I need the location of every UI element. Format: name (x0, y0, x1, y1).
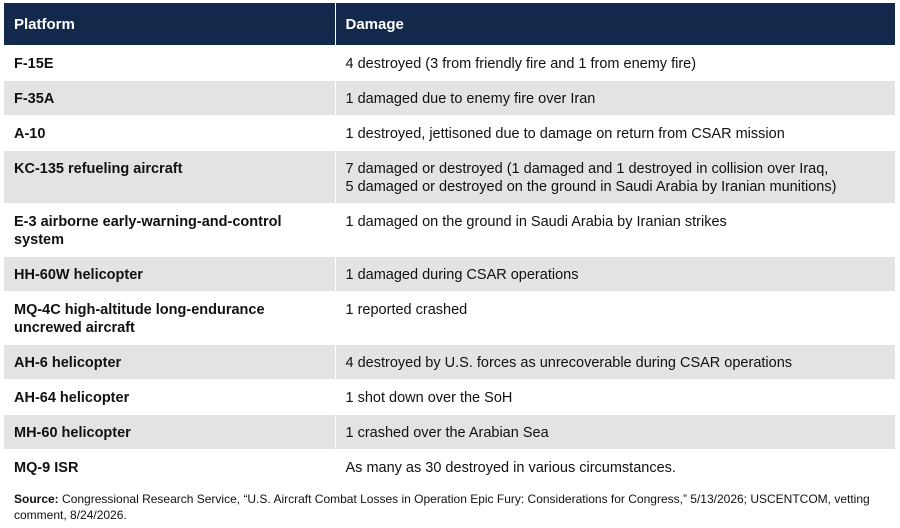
source-text: Congressional Research Service, “U.S. Ai… (14, 492, 870, 522)
table-row: A-10 1 destroyed, jettisoned due to dama… (4, 115, 895, 151)
table-row: F-15E 4 destroyed (3 from friendly fire … (4, 45, 895, 81)
damage-cell: 1 shot down over the SoH (334, 379, 895, 415)
platform-cell: E-3 airborne early-warning-and-control sy… (4, 203, 335, 257)
platform-cell: AH-64 helicopter (4, 379, 335, 415)
damage-cell: 4 destroyed by U.S. forces as unrecovera… (334, 344, 895, 380)
header-damage: Damage (334, 3, 895, 46)
table-row: HH-60W helicopter 1 damaged during CSAR … (4, 256, 895, 292)
table-row: KC-135 refueling aircraft 7 damaged or d… (4, 150, 895, 204)
platform-cell: F-35A (4, 80, 335, 116)
table-row: F-35A 1 damaged due to enemy fire over I… (4, 80, 895, 116)
table-header: Platform Damage (4, 3, 895, 46)
table-row: E-3 airborne early-warning-and-control sy… (4, 203, 895, 257)
platform-cell: MH-60 helicopter (4, 414, 335, 450)
damage-cell: 1 damaged due to enemy fire over Iran (334, 80, 895, 116)
damage-cell: 1 reported crashed (334, 291, 895, 345)
source-label: Source: (14, 492, 59, 506)
platform-cell: KC-135 refueling aircraft (4, 150, 335, 204)
platform-cell: A-10 (4, 115, 335, 151)
damage-cell: 7 damaged or destroyed (1 damaged and 1 … (334, 150, 895, 204)
damage-cell: 1 destroyed, jettisoned due to damage on… (334, 115, 895, 151)
platform-cell: F-15E (4, 45, 335, 81)
table-row: AH-6 helicopter 4 destroyed by U.S. forc… (4, 344, 895, 380)
damage-cell: 1 damaged on the ground in Saudi Arabia … (334, 203, 895, 257)
platform-line: system (14, 232, 64, 248)
damage-cell: 4 destroyed (3 from friendly fire and 1 … (334, 45, 895, 81)
table-row: MQ-4C high-altitude long-endurance uncrew… (4, 291, 895, 345)
table-row: AH-64 helicopter 1 shot down over the So… (4, 379, 895, 415)
damage-line: 7 damaged or destroyed (1 damaged and 1 … (345, 161, 829, 177)
platform-line: MQ-4C high-altitude long-endurance (14, 302, 265, 318)
table-header-row: Platform Damage (4, 3, 895, 46)
platform-cell: MQ-4C high-altitude long-endurance uncrew… (4, 291, 335, 345)
damage-cell: As many as 30 destroyed in various circu… (334, 449, 895, 485)
aircraft-losses-table: Platform Damage F-15E 4 destroyed (3 fro… (4, 3, 895, 485)
table-row: MH-60 helicopter 1 crashed over the Arab… (4, 414, 895, 450)
damage-cell: 1 damaged during CSAR operations (334, 256, 895, 292)
platform-cell: MQ-9 ISR (4, 449, 335, 485)
header-platform: Platform (4, 3, 335, 46)
source-note: Source: Congressional Research Service, … (14, 491, 874, 523)
table-row: MQ-9 ISR As many as 30 destroyed in vari… (4, 449, 895, 485)
platform-cell: HH-60W helicopter (4, 256, 335, 292)
damage-line: 5 damaged or destroyed on the ground in … (345, 179, 837, 195)
platform-line: E-3 airborne early-warning-and-control (14, 214, 282, 230)
table-body: F-15E 4 destroyed (3 from friendly fire … (4, 45, 895, 485)
platform-line: uncrewed aircraft (14, 320, 135, 336)
platform-cell: AH-6 helicopter (4, 344, 335, 380)
damage-cell: 1 crashed over the Arabian Sea (334, 414, 895, 450)
